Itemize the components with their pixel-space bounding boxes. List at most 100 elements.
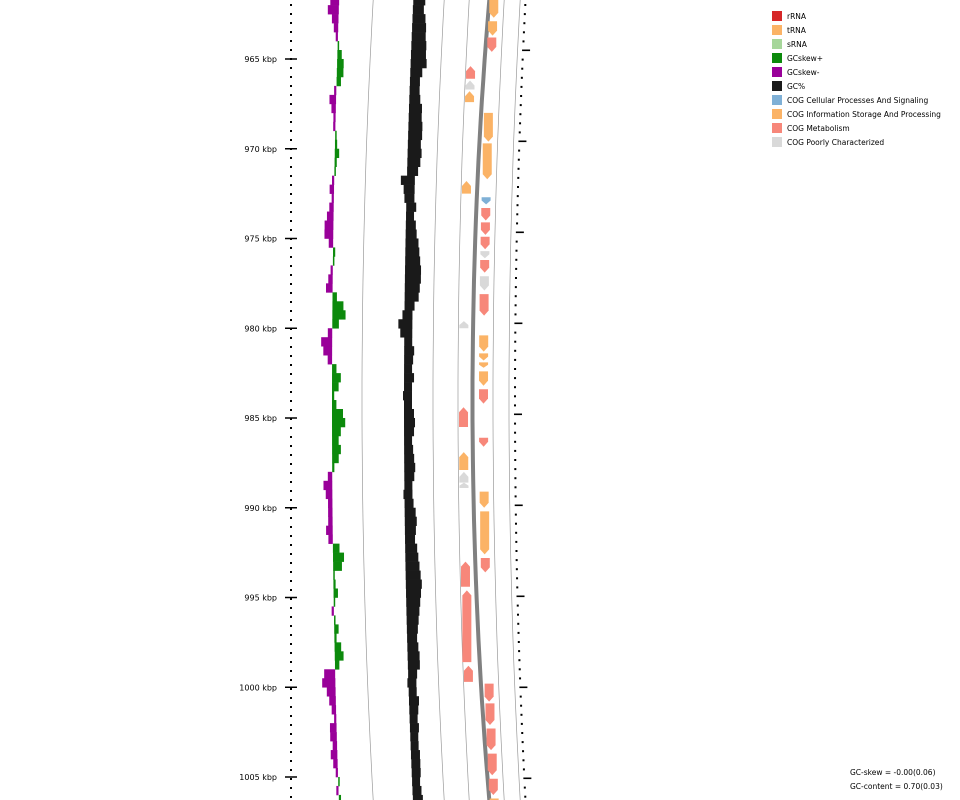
outer-scale-dot <box>516 213 519 216</box>
gc-skew-bar <box>327 5 339 15</box>
axis-dot <box>290 589 292 591</box>
legend-label: rRNA <box>787 11 807 21</box>
gene-feature <box>479 437 489 447</box>
axis-dot <box>290 661 292 663</box>
axis-dot <box>290 94 292 96</box>
outer-scale-dot <box>514 286 517 289</box>
gc-skew-bar <box>334 642 342 652</box>
outer-scale-dot <box>517 158 520 161</box>
outer-scale-dot <box>515 559 518 562</box>
gc-content-bar <box>406 588 422 598</box>
axis-dot <box>290 319 292 321</box>
axis-dot <box>290 76 292 78</box>
gene-feature <box>465 91 475 103</box>
outer-scale-dot <box>515 550 518 552</box>
outer-scale-major-tick <box>515 231 524 234</box>
outer-scale-major-tick <box>519 686 528 689</box>
gc-skew-bar <box>332 292 337 302</box>
gc-skew-bar <box>333 570 335 580</box>
outer-scale-dot <box>517 631 520 634</box>
gene-feature <box>479 491 489 508</box>
axis-dot <box>290 607 292 609</box>
axis-dot <box>290 643 292 645</box>
gc-content-bar <box>404 525 416 535</box>
axis-dot <box>290 211 292 213</box>
outer-scale-dot <box>514 513 517 516</box>
gene-feature <box>480 222 490 235</box>
gc-skew-bar <box>332 543 340 553</box>
axis-dot <box>290 724 292 726</box>
outer-scale-dot <box>520 95 523 97</box>
gene-feature <box>479 335 489 352</box>
outer-scale-dot <box>514 477 517 480</box>
gc-skew-bar <box>334 157 337 167</box>
gc-content-bar <box>400 328 413 338</box>
gc-content-bar <box>407 166 419 176</box>
axis-dot <box>290 562 292 564</box>
axis-dot <box>290 364 292 366</box>
axis-dot <box>290 130 292 132</box>
outer-scale-dot <box>515 249 518 252</box>
gc-skew-bar <box>331 606 334 616</box>
gc-skew-bar <box>332 426 341 437</box>
axis-dot <box>290 175 292 177</box>
axis-dot <box>290 391 292 393</box>
gc-content-bar <box>405 534 416 544</box>
guide-line-2 <box>432 0 445 800</box>
outer-scale-dot <box>520 713 523 716</box>
gc-content-bar <box>404 364 413 374</box>
gc-content-bar <box>404 382 413 392</box>
gene-feature <box>461 181 471 194</box>
gc-skew-bar <box>334 615 336 625</box>
gc-skew-bar <box>333 552 345 562</box>
axis-dot <box>290 517 292 519</box>
outer-scale-dot <box>514 495 517 498</box>
outer-scale-dot <box>516 204 519 207</box>
outer-scale-dot <box>515 568 518 571</box>
legend-label: GCskew+ <box>787 53 824 63</box>
gc-skew-bar <box>330 265 333 275</box>
gc-content-bar <box>403 489 413 500</box>
axis-dot <box>290 229 292 231</box>
outer-scale-dot <box>523 13 526 16</box>
legend-swatch <box>772 11 782 21</box>
gc-skew-bar <box>337 41 340 51</box>
legend-label: GCskew- <box>787 67 820 77</box>
gc-skew-bar <box>331 14 339 24</box>
outer-scale-dot <box>515 258 518 261</box>
gc-skew-bar <box>336 67 344 78</box>
gc-content-bar <box>406 624 418 634</box>
gc-content-bar <box>406 211 415 221</box>
gc-skew-bar <box>332 382 339 392</box>
outer-scale-dot <box>514 395 517 398</box>
outer-scale-dot <box>516 604 519 607</box>
axis-dot <box>290 139 292 141</box>
gc-content-bar <box>404 193 415 203</box>
gc-skew-bar <box>332 175 335 185</box>
gc-content-bar <box>404 283 420 293</box>
outer-scale-dot <box>521 67 524 70</box>
axis-tick-label: 975 kbp <box>244 235 277 244</box>
legend-label: COG Cellular Processes And Signaling <box>787 95 929 105</box>
gc-skew-bar <box>332 310 346 320</box>
legend: rRNA tRNA sRNA GCskew+ GCskew- GC% COG Cellula… <box>772 9 941 149</box>
gc-skew-bar <box>332 444 341 455</box>
gc-skew-bar <box>332 462 335 473</box>
gc-skew-bar <box>329 202 334 212</box>
gc-skew-bar <box>333 23 339 33</box>
gene-feature <box>480 260 490 273</box>
axis-dot <box>290 751 292 753</box>
gene-feature <box>483 112 493 142</box>
gc-content-bar <box>405 552 419 562</box>
outer-scale-dot <box>523 22 526 25</box>
gc-skew-bar <box>336 785 339 796</box>
axis-dot <box>290 454 292 456</box>
gc-content-bar <box>407 651 420 661</box>
outer-scale-dot <box>515 240 518 243</box>
gc-skew-bar <box>334 714 337 724</box>
gc-skew-bar <box>328 238 334 248</box>
gc-skew-bar <box>329 696 336 706</box>
outer-scale-dot <box>514 440 517 443</box>
axis-tick-label: 965 kbp <box>244 55 277 64</box>
gc-content-bar <box>411 768 421 778</box>
